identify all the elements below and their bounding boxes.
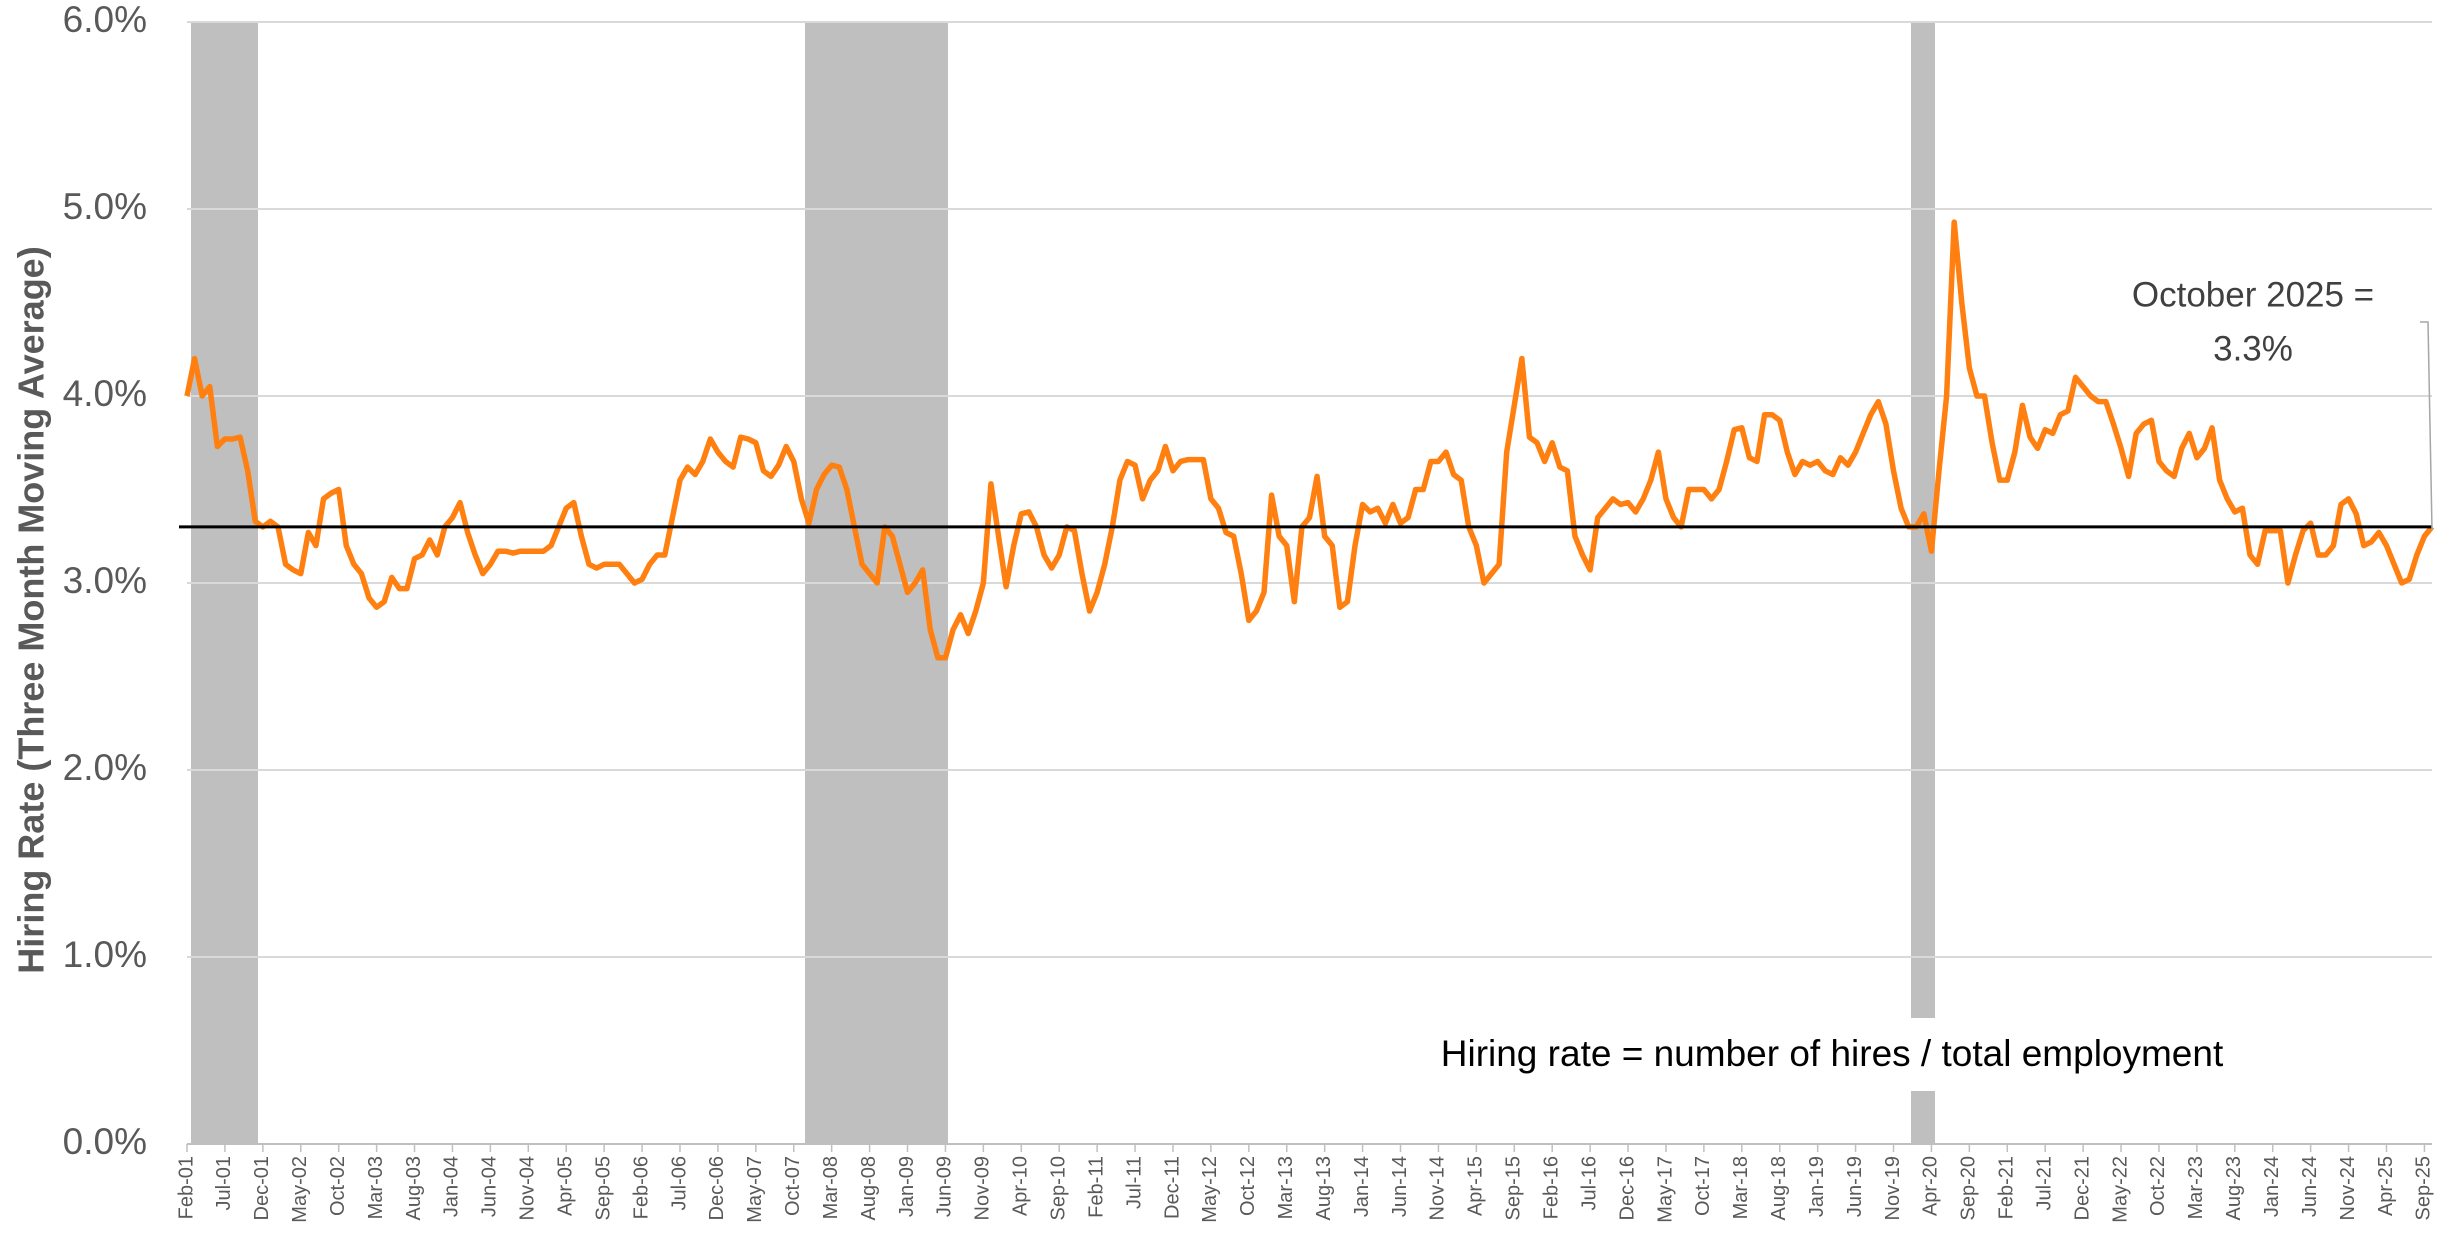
x-tick-label: Dec-21 <box>2071 1156 2093 1220</box>
x-tick-label: Jan-19 <box>1806 1156 1828 1217</box>
x-tick-label: Jan-09 <box>896 1156 918 1217</box>
x-tick-label: Jun-19 <box>1844 1156 1866 1217</box>
x-tick-label: Aug-23 <box>2223 1156 2245 1221</box>
x-tick-label: Nov-24 <box>2337 1156 2359 1220</box>
x-tick-label: Sep-25 <box>2413 1156 2435 1221</box>
x-tick-label: Nov-14 <box>1427 1156 1449 1220</box>
x-tick-label: Jul-11 <box>1123 1156 1145 1209</box>
x-tick-label: Oct-12 <box>1237 1156 1259 1216</box>
x-tick-label: Apr-10 <box>1010 1156 1032 1216</box>
marks <box>179 219 2435 661</box>
x-tick-label: Mar-08 <box>820 1156 842 1219</box>
y-tick-label: 3.0% <box>63 560 147 601</box>
x-tick-label: Feb-21 <box>1996 1156 2018 1219</box>
y-tick-label: 0.0% <box>63 1121 147 1162</box>
x-tick-label: May-12 <box>1199 1156 1221 1223</box>
x-tick-label: May-17 <box>1654 1156 1676 1223</box>
recession-band <box>1911 1091 1935 1144</box>
x-tick-label: Apr-25 <box>2375 1156 2397 1216</box>
annotation: 3.3% <box>2213 329 2293 368</box>
x-tick-label: Jan-14 <box>1351 1156 1373 1217</box>
data-line <box>184 219 2435 661</box>
x-tick-label: Feb-11 <box>1085 1156 1107 1218</box>
x-tick-label: Nov-09 <box>972 1156 994 1220</box>
x-tick-label: Mar-13 <box>1275 1156 1297 1219</box>
x-tick-label: Aug-08 <box>858 1156 880 1221</box>
x-tick-label: May-22 <box>2109 1156 2131 1223</box>
x-tick-label: Jan-04 <box>441 1156 463 1217</box>
x-tick-label: Jan-24 <box>2261 1156 2283 1217</box>
x-tick-label: Jul-16 <box>1578 1156 1600 1210</box>
annotation: Hiring rate = number of hires / total em… <box>1441 1033 2224 1074</box>
x-tick-label: Jul-21 <box>2033 1156 2055 1210</box>
x-tick-label: Dec-01 <box>251 1156 273 1220</box>
grid <box>186 21 2432 1152</box>
x-tick-label: May-07 <box>744 1156 766 1223</box>
y-tick-label: 5.0% <box>63 186 147 227</box>
x-tick-label: Aug-03 <box>403 1156 425 1221</box>
x-tick-label: Sep-15 <box>1503 1156 1525 1221</box>
y-tick-label: 1.0% <box>63 934 147 975</box>
x-tick-label: Sep-10 <box>1047 1156 1069 1221</box>
x-tick-label: Oct-17 <box>1692 1156 1714 1216</box>
x-tick-label: Apr-05 <box>555 1156 577 1216</box>
x-tick-label: Oct-07 <box>782 1156 804 1216</box>
x-tick-label: Dec-16 <box>1616 1156 1638 1220</box>
y-tick-label: 2.0% <box>63 747 147 788</box>
x-tick-label: Mar-23 <box>2185 1156 2207 1219</box>
annotation: October 2025 = <box>2132 275 2374 314</box>
x-tick-label: Feb-06 <box>630 1156 652 1219</box>
leader-line <box>2420 321 2433 531</box>
x-tick-label: Oct-22 <box>2147 1156 2169 1216</box>
x-tick-label: Apr-20 <box>1920 1156 1942 1216</box>
x-tick-label: Nov-19 <box>1882 1156 1904 1220</box>
y-tick-label: 4.0% <box>63 373 147 414</box>
x-tick-label: Apr-15 <box>1465 1156 1487 1216</box>
x-tick-label: Oct-02 <box>327 1156 349 1216</box>
x-tick-label: Jun-14 <box>1389 1156 1411 1217</box>
x-tick-label: Jul-01 <box>213 1156 235 1210</box>
y-axis-label: Hiring Rate (Three Month Moving Average) <box>11 246 52 973</box>
x-tick-label: Jun-09 <box>934 1156 956 1217</box>
x-tick-label: Sep-20 <box>1958 1156 1980 1221</box>
x-tick-label: Dec-06 <box>706 1156 728 1220</box>
x-tick-label: Jul-06 <box>668 1156 690 1210</box>
x-tick-label: Aug-18 <box>1768 1156 1790 1221</box>
x-tick-label: Feb-01 <box>175 1156 197 1219</box>
x-tick-label: Mar-03 <box>365 1156 387 1219</box>
x-tick-label: Sep-05 <box>592 1156 614 1221</box>
x-tick-label: May-02 <box>289 1156 311 1223</box>
x-tick-label: Dec-11 <box>1161 1156 1183 1219</box>
x-tick-label: Nov-04 <box>517 1156 539 1220</box>
x-tick-label: Aug-13 <box>1313 1156 1335 1221</box>
x-tick-label: Jun-24 <box>2299 1156 2321 1217</box>
x-tick-label: Jun-04 <box>479 1156 501 1217</box>
x-tick-label: Feb-16 <box>1540 1156 1562 1219</box>
x-tick-label: Mar-18 <box>1730 1156 1752 1219</box>
y-tick-label: 6.0% <box>63 0 147 40</box>
